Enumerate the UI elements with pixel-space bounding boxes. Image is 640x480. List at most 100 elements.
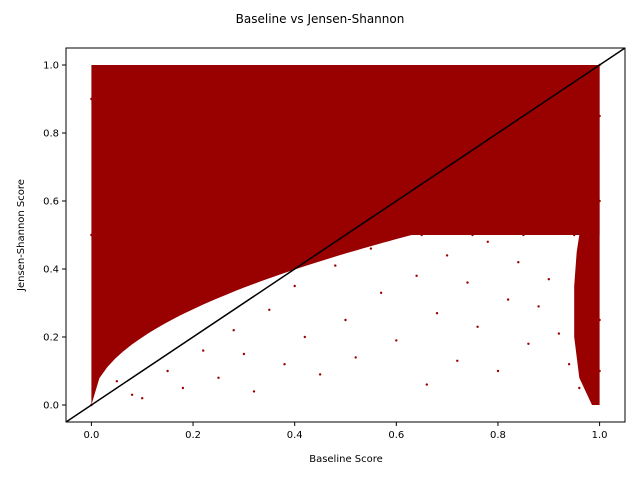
chart-title: Baseline vs Jensen-Shannon [236, 12, 405, 26]
data-point [369, 155, 373, 158]
data-point [588, 349, 591, 352]
reference-line-group [66, 48, 625, 422]
y-tick-label: 0.6 [43, 197, 59, 208]
data-point [283, 363, 286, 366]
data-points [90, 63, 601, 407]
data-point [517, 261, 520, 264]
data-point [232, 329, 235, 332]
data-point [547, 278, 550, 281]
data-point [471, 233, 474, 237]
data-point [293, 189, 296, 192]
data-point [598, 199, 601, 203]
data-point [202, 349, 205, 352]
data-point [125, 308, 129, 311]
x-tick-label: 0.8 [490, 430, 506, 441]
data-point [415, 274, 418, 277]
data-point [318, 179, 322, 182]
dense-point-region-upper [411, 65, 600, 235]
data-point [598, 114, 601, 118]
data-point [369, 247, 373, 250]
data-point [593, 284, 596, 288]
data-point [420, 131, 423, 135]
data-point [522, 233, 525, 237]
x-tick-label: 0.6 [388, 430, 404, 441]
data-point [242, 216, 246, 220]
x-tick-label: 0.2 [185, 430, 201, 441]
data-point [166, 267, 169, 271]
data-point [252, 390, 256, 393]
data-point [496, 67, 500, 70]
data-point [466, 281, 469, 284]
data-point [593, 376, 596, 379]
data-point [141, 397, 144, 400]
data-point [344, 70, 347, 74]
data-point [217, 165, 220, 169]
data-point [522, 74, 525, 77]
data-point [181, 254, 185, 257]
data-point [293, 284, 296, 288]
data-point [115, 380, 119, 383]
data-point [130, 393, 134, 396]
data-point [100, 363, 103, 366]
data-point [598, 318, 601, 322]
data-point [100, 165, 103, 169]
y-tick-label: 0.8 [43, 129, 59, 140]
data-point [166, 148, 169, 152]
data-point [166, 369, 169, 373]
data-point [334, 264, 337, 267]
data-point [90, 97, 93, 101]
data-point [496, 369, 500, 373]
data-point [303, 335, 306, 339]
x-tick-label: 0.0 [83, 430, 99, 441]
data-point [293, 80, 296, 84]
data-point [242, 97, 246, 101]
data-point [191, 247, 195, 250]
data-point [354, 356, 357, 359]
reference-line [66, 48, 625, 422]
data-point [471, 111, 474, 114]
data-point [369, 97, 373, 101]
data-point [115, 80, 119, 84]
data-point [420, 233, 423, 237]
plot-frame [65, 47, 626, 423]
data-point [445, 121, 449, 125]
data-point [547, 67, 550, 70]
data-point [456, 359, 459, 362]
data-point [445, 74, 449, 77]
data-point [405, 227, 408, 230]
data-point [573, 74, 576, 77]
data-point [395, 339, 398, 342]
data-point [217, 376, 220, 379]
data-point [527, 342, 530, 345]
y-axis-ticks: 0.0 0.2 0.4 0.6 0.8 1.0 [43, 61, 66, 412]
data-point [141, 114, 144, 118]
data-point [318, 114, 322, 118]
data-point [496, 230, 500, 233]
data-point [181, 386, 185, 390]
data-point [217, 230, 220, 233]
data-point [557, 332, 561, 335]
data-point [435, 312, 439, 315]
data-point [268, 131, 271, 135]
data-point [471, 80, 474, 84]
y-axis-label: Jensen-Shannon Score [16, 179, 27, 292]
data-point [547, 230, 550, 233]
data-point [573, 67, 576, 70]
y-tick-label: 0.2 [43, 333, 59, 344]
data-point [420, 91, 423, 94]
data-point [588, 250, 591, 254]
y-tick-label: 0.4 [43, 265, 59, 276]
data-point [506, 298, 510, 301]
data-point [486, 240, 489, 243]
data-point [395, 142, 398, 145]
data-point [537, 305, 540, 308]
data-point [191, 70, 195, 74]
data-point [598, 369, 601, 373]
data-point [395, 230, 398, 233]
data-point [496, 101, 500, 104]
data-point [318, 373, 322, 376]
data-point [344, 318, 347, 322]
data-point [476, 325, 479, 328]
data-point [268, 308, 271, 311]
data-point [268, 203, 271, 206]
